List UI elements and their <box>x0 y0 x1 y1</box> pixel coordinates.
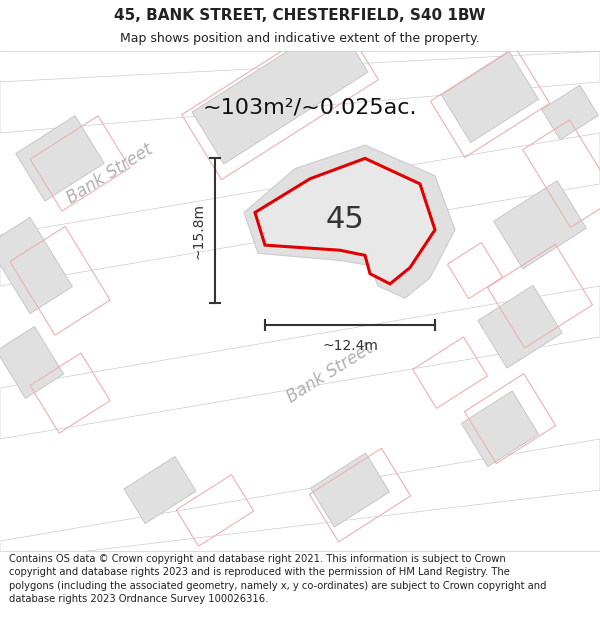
Polygon shape <box>478 286 562 368</box>
Polygon shape <box>124 456 196 524</box>
Polygon shape <box>542 85 598 140</box>
Polygon shape <box>0 217 73 314</box>
Text: ~103m²/~0.025ac.: ~103m²/~0.025ac. <box>203 98 417 118</box>
Polygon shape <box>16 116 104 201</box>
Polygon shape <box>244 145 455 298</box>
Polygon shape <box>311 453 389 527</box>
Polygon shape <box>461 391 539 467</box>
Polygon shape <box>494 181 586 269</box>
Text: 45, BANK STREET, CHESTERFIELD, S40 1BW: 45, BANK STREET, CHESTERFIELD, S40 1BW <box>114 8 486 23</box>
Polygon shape <box>0 326 64 399</box>
Text: 45: 45 <box>326 205 364 234</box>
Polygon shape <box>442 52 538 142</box>
Polygon shape <box>192 20 368 164</box>
Text: Bank Street: Bank Street <box>64 140 156 208</box>
Text: ~15.8m: ~15.8m <box>191 203 205 259</box>
Polygon shape <box>0 51 600 133</box>
Text: ~12.4m: ~12.4m <box>322 339 378 353</box>
Text: Contains OS data © Crown copyright and database right 2021. This information is : Contains OS data © Crown copyright and d… <box>9 554 547 604</box>
Polygon shape <box>0 133 600 286</box>
Text: Map shows position and indicative extent of the property.: Map shows position and indicative extent… <box>120 32 480 45</box>
Polygon shape <box>255 158 435 284</box>
Polygon shape <box>0 286 600 439</box>
Text: Bank Street: Bank Street <box>284 339 376 406</box>
Polygon shape <box>0 439 600 561</box>
